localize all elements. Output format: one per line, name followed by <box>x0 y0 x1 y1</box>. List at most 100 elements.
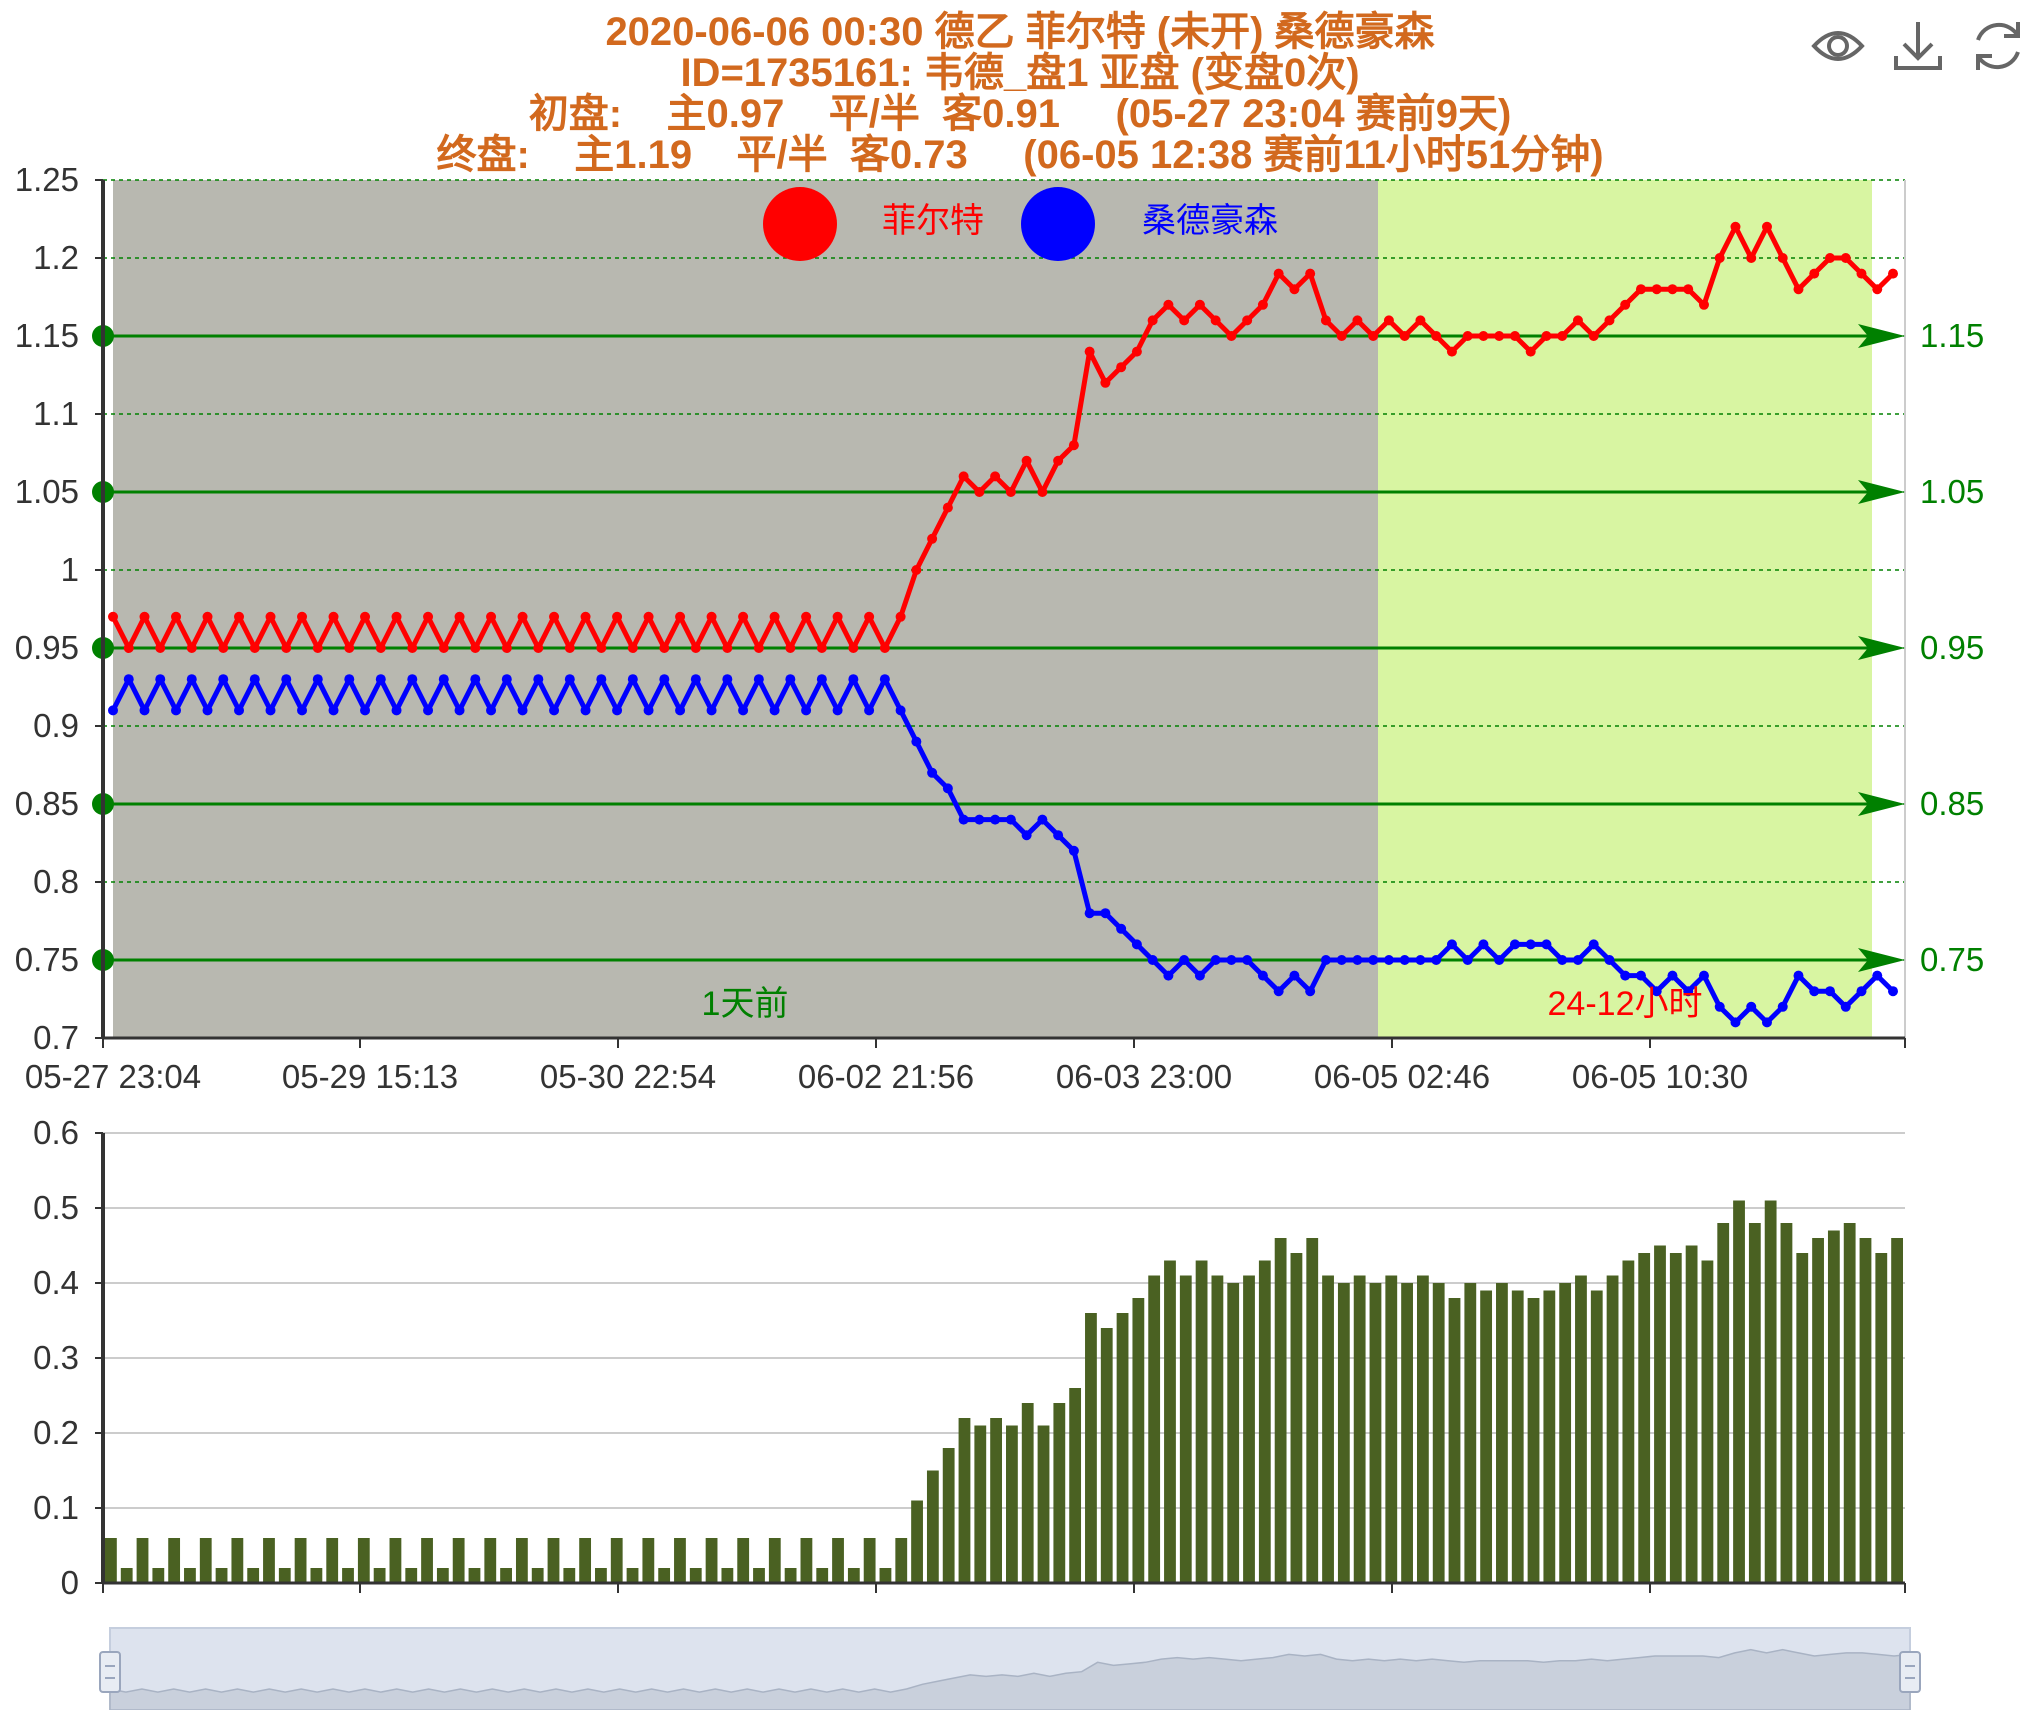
data-point <box>517 611 528 622</box>
bar <box>1480 1290 1493 1583</box>
bar <box>705 1538 718 1583</box>
data-point <box>1100 908 1111 919</box>
bar <box>1527 1298 1540 1583</box>
bar <box>1148 1275 1161 1583</box>
bar <box>990 1418 1002 1583</box>
y-tick-label: 0.8 <box>33 863 79 900</box>
data-point <box>234 705 245 716</box>
data-point <box>675 705 686 716</box>
bar <box>737 1538 750 1583</box>
ref-line-arrow <box>1858 636 1905 660</box>
data-point <box>155 674 166 685</box>
bar <box>563 1568 576 1583</box>
bar <box>1116 1313 1129 1583</box>
data-point <box>864 705 875 716</box>
data-point <box>785 643 796 653</box>
data-point <box>1446 939 1457 950</box>
data-point <box>643 705 654 716</box>
data-point <box>1824 986 1835 997</box>
data-point <box>1793 970 1804 981</box>
bar <box>1496 1283 1508 1583</box>
y-tick-label: 1.15 <box>15 317 79 354</box>
bar-y-tick-label: 0.1 <box>33 1489 79 1526</box>
data-point <box>139 611 150 622</box>
data-point <box>1620 970 1631 981</box>
data-zoom-slider[interactable] <box>99 1627 1921 1710</box>
data-point <box>407 674 418 685</box>
bar <box>1669 1253 1682 1583</box>
bar <box>1164 1260 1176 1583</box>
data-point <box>801 705 812 716</box>
bar <box>500 1568 512 1583</box>
data-point <box>722 643 733 653</box>
data-point <box>1194 299 1205 310</box>
bar <box>1559 1283 1572 1583</box>
refresh-icon[interactable] <box>1976 22 2020 70</box>
data-point <box>1651 986 1662 997</box>
data-point <box>1714 253 1725 263</box>
data-point <box>1856 268 1867 279</box>
data-point <box>1683 284 1694 295</box>
data-point <box>1305 986 1316 997</box>
y-tick-label: 1.05 <box>15 473 79 510</box>
bar <box>832 1538 844 1583</box>
data-point <box>958 814 969 825</box>
data-point <box>533 643 544 653</box>
ref-line-arrow <box>1858 480 1905 504</box>
data-point <box>1021 830 1032 841</box>
data-point <box>360 611 371 622</box>
bar <box>1132 1298 1145 1583</box>
data-point <box>344 643 355 653</box>
bar <box>1021 1403 1034 1583</box>
data-point <box>1667 284 1678 295</box>
download-icon[interactable] <box>1894 22 1942 70</box>
data-point <box>612 705 623 716</box>
data-point <box>1131 346 1142 357</box>
data-point <box>927 533 938 544</box>
bar <box>579 1538 592 1583</box>
bar <box>515 1538 528 1583</box>
bar <box>184 1568 196 1583</box>
eye-icon[interactable] <box>1811 31 1865 61</box>
data-point <box>1431 955 1442 965</box>
data-point <box>438 643 449 653</box>
data-point <box>1383 955 1394 965</box>
data-point <box>1698 299 1709 310</box>
bar <box>1416 1275 1429 1583</box>
data-point <box>1730 1017 1741 1028</box>
data-point <box>1336 331 1347 341</box>
bar <box>247 1568 260 1583</box>
bar <box>531 1568 544 1583</box>
data-point <box>1793 284 1804 295</box>
data-point <box>1242 315 1253 326</box>
data-point <box>738 705 749 716</box>
data-point <box>360 705 371 716</box>
region-before <box>113 180 1378 1038</box>
data-point <box>769 705 780 716</box>
bar <box>1575 1275 1587 1583</box>
data-point <box>423 611 434 622</box>
data-point <box>1352 315 1363 326</box>
data-point <box>1273 268 1284 279</box>
data-point <box>974 487 985 497</box>
bar <box>547 1538 560 1583</box>
bar <box>199 1538 212 1583</box>
data-point <box>1856 986 1867 997</box>
data-point <box>108 705 118 716</box>
bar <box>278 1568 291 1583</box>
data-point <box>1368 331 1379 341</box>
bar-y-tick-label: 0.6 <box>33 1114 79 1151</box>
data-point <box>1588 939 1599 950</box>
data-point <box>753 674 764 685</box>
data-point <box>1163 299 1174 310</box>
bar <box>1448 1298 1461 1583</box>
data-point <box>706 705 717 716</box>
bar <box>1654 1245 1666 1583</box>
bar <box>152 1568 165 1583</box>
bar <box>926 1470 939 1583</box>
bar <box>784 1568 797 1583</box>
data-point <box>123 674 134 685</box>
data-point <box>722 674 733 685</box>
bar <box>421 1538 433 1583</box>
data-point <box>249 674 260 685</box>
